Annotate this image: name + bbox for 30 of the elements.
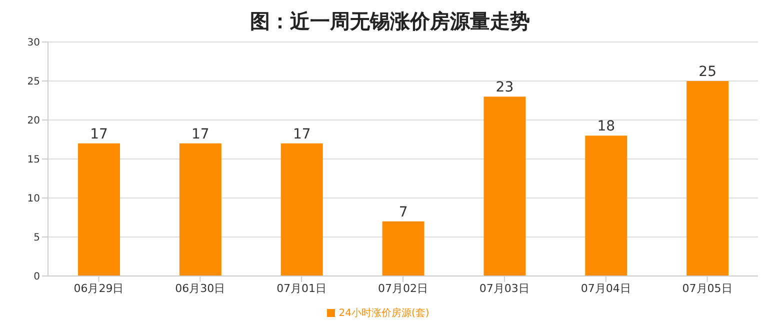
- y-tick-label: 20: [27, 116, 40, 127]
- x-tick-label: 07月03日: [479, 282, 530, 295]
- bar: [686, 81, 729, 276]
- data-label: 23: [496, 80, 514, 96]
- x-tick-label: 06月30日: [175, 282, 226, 295]
- bar: [585, 136, 628, 276]
- chart-title: 图：近一周无锡涨价房源量走势: [249, 8, 531, 35]
- data-label: 18: [597, 118, 616, 135]
- legend-label: 24小时涨价房源(套): [338, 308, 430, 319]
- bar: [78, 143, 120, 276]
- y-tick-label: 30: [27, 38, 40, 49]
- y-tick-label: 0: [34, 272, 40, 283]
- data-label: 17: [192, 126, 210, 142]
- x-tick-label: 07月01日: [276, 282, 327, 295]
- x-tick-label: 07月05日: [682, 282, 732, 295]
- bar: [484, 96, 526, 276]
- x-tick-label: 06月29日: [74, 282, 124, 295]
- y-tick-label: 10: [27, 194, 40, 205]
- y-tick-label: 15: [27, 154, 40, 166]
- data-label: 17: [292, 126, 311, 142]
- bar: [280, 143, 323, 276]
- bar: [382, 221, 424, 276]
- bar: [179, 143, 222, 276]
- y-tick-label: 25: [27, 76, 40, 88]
- data-label: 7: [398, 204, 408, 220]
- data-label: 25: [698, 64, 716, 80]
- y-tick-label: 5: [34, 232, 40, 244]
- x-tick-label: 07月02日: [378, 282, 428, 295]
- x-tick-label: 07月04日: [580, 282, 631, 295]
- data-label: 17: [90, 126, 108, 142]
